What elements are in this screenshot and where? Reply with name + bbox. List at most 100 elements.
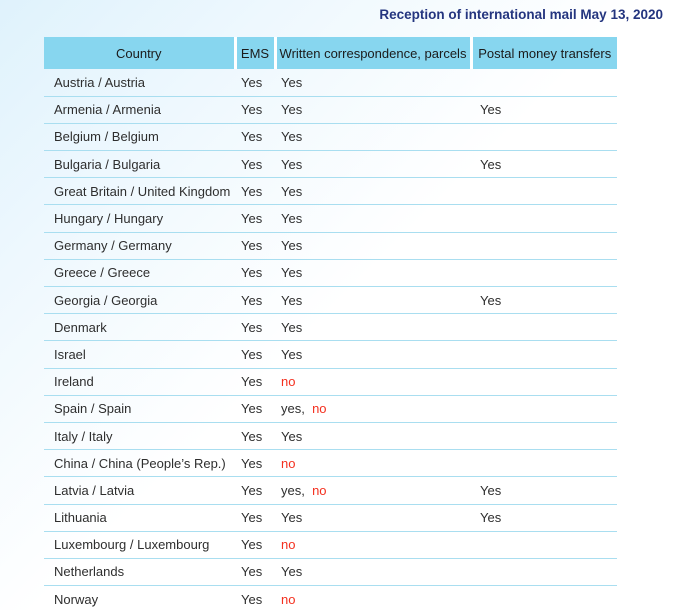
country-cell: Latvia / Latvia [44, 476, 235, 505]
col-header-written: Written correspondence, parcels [273, 37, 471, 69]
ems-cell: Yes [235, 558, 275, 587]
status-yes: Yes [281, 292, 303, 308]
status-yes: Yes [281, 74, 303, 90]
status-no: no [281, 455, 296, 471]
table-row: Bulgaria / Bulgaria Yes Yes Yes [44, 150, 617, 179]
country-cell: Greece / Greece [44, 259, 235, 288]
postal-cell: Yes [471, 150, 617, 179]
ems-cell: Yes [235, 368, 275, 396]
col-header-postal: Postal money transfers [469, 37, 617, 69]
postal-cell: Yes [471, 476, 617, 505]
ems-cell: Yes [235, 449, 275, 478]
postal-cell [471, 340, 617, 369]
col-header-country: Country [44, 37, 235, 69]
written-cell: Yes [275, 177, 471, 206]
status-no: no [312, 401, 327, 417]
postal-cell [471, 204, 617, 233]
status-yes: Yes [281, 319, 303, 335]
ems-cell: Yes [235, 204, 275, 233]
ems-cell: Yes [235, 286, 275, 315]
status-yes: Yes [281, 102, 303, 118]
table-row: China / China (People’s Rep.) Yes no [44, 449, 617, 478]
country-cell: Luxembourg / Luxembourg [44, 531, 235, 559]
country-cell: Austria / Austria [44, 69, 235, 97]
postal-cell: Yes [471, 286, 617, 315]
ems-cell: Yes [235, 395, 275, 423]
status-yes: yes, [281, 401, 313, 417]
written-cell: Yes [275, 422, 471, 451]
postal-cell [471, 395, 617, 423]
ems-cell: Yes [235, 232, 275, 260]
col-header-ems: EMS [233, 37, 275, 69]
table-row: Greece / Greece Yes Yes [44, 259, 617, 288]
table-row: Israel Yes Yes [44, 340, 617, 369]
table-header: Country EMS Written correspondence, parc… [44, 37, 617, 69]
postal-cell [471, 232, 617, 260]
written-cell: Yes [275, 504, 471, 532]
ems-cell: Yes [235, 476, 275, 505]
table-row: Austria / Austria Yes Yes [44, 69, 617, 97]
ems-cell: Yes [235, 313, 275, 342]
ems-cell: Yes [235, 150, 275, 179]
table-row: Germany / Germany Yes Yes [44, 232, 617, 260]
country-cell: Ireland [44, 368, 235, 396]
status-yes: Yes [281, 211, 303, 227]
table-row: Denmark Yes Yes [44, 313, 617, 342]
written-cell: Yes [275, 558, 471, 587]
postal-cell [471, 422, 617, 451]
country-cell: Georgia / Georgia [44, 286, 235, 315]
table-row: Great Britain / United Kingdom Yes Yes [44, 177, 617, 206]
table-row: Norway Yes no [44, 585, 617, 610]
ems-cell: Yes [235, 96, 275, 124]
country-cell: Germany / Germany [44, 232, 235, 260]
country-cell: Netherlands [44, 558, 235, 587]
country-cell: Denmark [44, 313, 235, 342]
postal-cell [471, 313, 617, 342]
table-row: Armenia / Armenia Yes Yes Yes [44, 96, 617, 124]
written-cell: no [275, 531, 471, 559]
postal-cell [471, 69, 617, 97]
ems-cell: Yes [235, 585, 275, 610]
postal-cell [471, 558, 617, 587]
table-row: Hungary / Hungary Yes Yes [44, 204, 617, 233]
written-cell: Yes [275, 286, 471, 315]
postal-cell [471, 531, 617, 559]
header-row: Country EMS Written correspondence, parc… [44, 37, 617, 69]
country-cell: Hungary / Hungary [44, 204, 235, 233]
postal-cell: Yes [471, 96, 617, 124]
written-cell: Yes [275, 259, 471, 288]
status-yes: Yes [281, 428, 303, 444]
status-yes: Yes [281, 510, 303, 526]
status-no: no [281, 591, 296, 607]
postal-cell [471, 123, 617, 152]
written-cell: yes, no [275, 476, 471, 505]
table-row: Spain / Spain Yes yes, no [44, 395, 617, 423]
country-cell: Bulgaria / Bulgaria [44, 150, 235, 179]
written-cell: no [275, 368, 471, 396]
country-cell: Belgium / Belgium [44, 123, 235, 152]
ems-cell: Yes [235, 177, 275, 206]
status-yes: yes, [281, 482, 313, 498]
status-yes: Yes [281, 129, 303, 145]
table-row: Ireland Yes no [44, 368, 617, 396]
status-yes: Yes [281, 564, 303, 580]
written-cell: Yes [275, 204, 471, 233]
ems-cell: Yes [235, 504, 275, 532]
ems-cell: Yes [235, 340, 275, 369]
written-cell: Yes [275, 340, 471, 369]
postal-cell: Yes [471, 504, 617, 532]
status-no: no [312, 482, 327, 498]
status-yes: Yes [281, 346, 303, 362]
status-yes: Yes [281, 183, 303, 199]
ems-cell: Yes [235, 123, 275, 152]
ems-cell: Yes [235, 422, 275, 451]
postal-cell [471, 259, 617, 288]
status-yes: Yes [281, 156, 303, 172]
table-row: Latvia / Latvia Yes yes, no Yes [44, 476, 617, 505]
country-cell: Lithuania [44, 504, 235, 532]
status-yes: Yes [281, 238, 303, 254]
written-cell: yes, no [275, 395, 471, 423]
country-cell: Armenia / Armenia [44, 96, 235, 124]
written-cell: no [275, 449, 471, 478]
